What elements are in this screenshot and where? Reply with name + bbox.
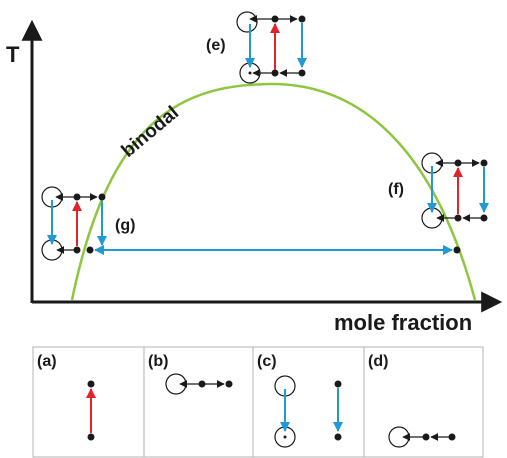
panel-a: (a) bbox=[37, 353, 96, 441]
y-axis-label: T bbox=[6, 42, 20, 67]
panel-c-label: (c) bbox=[257, 353, 277, 370]
panel-c: (c) bbox=[257, 353, 343, 448]
dot-icon bbox=[225, 380, 233, 388]
dot-icon bbox=[334, 433, 342, 441]
dot-icon bbox=[283, 435, 287, 439]
dot-icon bbox=[453, 246, 461, 254]
dot-icon bbox=[87, 380, 95, 388]
case-f: (f) bbox=[388, 152, 489, 229]
circle-marker-icon bbox=[236, 11, 258, 33]
dot-icon bbox=[298, 15, 306, 23]
binodal-curve bbox=[70, 82, 477, 301]
panel-b-label: (b) bbox=[148, 353, 168, 370]
case-g: (g) bbox=[41, 186, 461, 261]
dot-icon bbox=[86, 246, 94, 254]
case-e: (e) bbox=[206, 11, 307, 84]
case-g-label: (g) bbox=[115, 217, 135, 234]
dot-icon bbox=[248, 71, 252, 75]
binodal-label: binodal bbox=[118, 102, 183, 162]
panel-row: (a) (b) (c) (d) bbox=[32, 346, 484, 458]
dot-icon bbox=[480, 159, 488, 167]
dot-icon bbox=[87, 433, 95, 441]
dot-icon bbox=[98, 193, 106, 201]
case-e-label: (e) bbox=[206, 37, 226, 54]
panel-a-label: (a) bbox=[37, 353, 57, 370]
panel-b: (b) bbox=[148, 353, 233, 395]
x-axis-label: mole fraction bbox=[334, 310, 472, 335]
case-f-label: (f) bbox=[388, 181, 404, 198]
panel-frame bbox=[32, 346, 484, 458]
panel-d-label: (d) bbox=[368, 353, 388, 370]
axes: T mole fraction bbox=[6, 19, 503, 335]
panel-d: (d) bbox=[368, 353, 456, 448]
dot-icon bbox=[334, 380, 342, 388]
